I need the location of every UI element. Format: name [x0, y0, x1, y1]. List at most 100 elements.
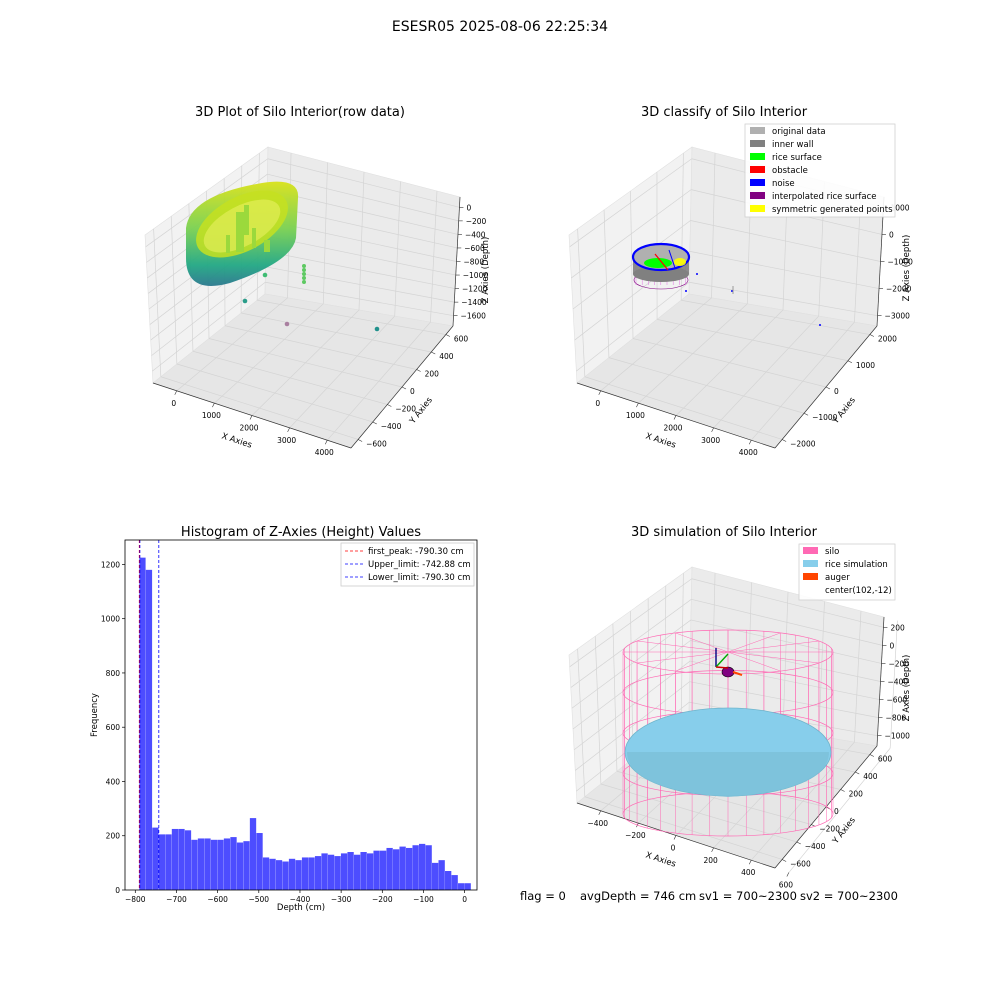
classify-z-axis-label: Z Axies (Depth) — [902, 235, 912, 302]
sim-z-tick-label: 200 — [890, 623, 905, 632]
histogram-legend-label: Upper_limit: -742.88 cm — [368, 560, 471, 570]
cls-x-tick-mark — [636, 403, 639, 408]
histogram-x-tick-label: −700 — [166, 895, 187, 904]
status-avg-depth: avgDepth = 746 cm — [580, 889, 696, 903]
status-sv2: sv2 = 700~2300 — [800, 889, 898, 903]
sim-x-tick-label: 200 — [703, 856, 718, 865]
sim-z-tick-label: −800 — [886, 714, 907, 723]
cls-x-tick-mark — [748, 440, 752, 445]
cls-z-tick-label: −1000 — [888, 258, 914, 267]
classify-legend-swatch — [750, 192, 765, 199]
histogram-y-tick-label: 600 — [106, 723, 121, 732]
sim-y-tick-label: 600 — [878, 755, 893, 764]
sim-z-grid-line — [690, 640, 881, 682]
raw-z-grid-line — [267, 189, 459, 235]
silo-wire-spoke — [727, 632, 781, 653]
histogram-y-tick-label: 1200 — [101, 560, 120, 569]
raw-z-grid-line — [152, 281, 266, 372]
histogram-x-tick-label: −600 — [207, 895, 228, 904]
sim-y-tick-mark — [855, 771, 860, 775]
histogram-bar — [269, 858, 276, 890]
histogram-legend: first_peak: -790.30 cm Upper_limit: -742.… — [340, 542, 475, 587]
panel-simulation-3d: 3D simulation of Silo Interior −400 −200 0… — [568, 525, 912, 890]
sim-z-grid-line — [572, 640, 691, 730]
simulation-legend: silo rice simulation auger center(102,-12) — [798, 543, 896, 601]
histogram-bar — [282, 861, 289, 890]
cls-z-grid-line — [689, 251, 880, 289]
sim-x-tick-mark — [598, 810, 602, 815]
sim-x-tick-label: 400 — [741, 868, 756, 877]
histogram-bar — [412, 845, 419, 890]
classify-legend: original data inner wall rice surface obsta… — [744, 123, 896, 218]
histogram-bar — [366, 853, 374, 890]
histogram-bar — [340, 853, 348, 890]
silo-wire-spoke — [727, 640, 819, 653]
simulation-3d-objects — [622, 629, 834, 837]
raw-noise-point — [262, 272, 268, 278]
cls-noise-point — [696, 273, 698, 275]
classify-3d-ticks: 0 1000 2000 3000 4000 −2000 −1000 0 1000 2000 1000… — [595, 203, 913, 457]
raw-x-tick-label: 0 — [171, 399, 176, 408]
simulation-legend-label: silo — [825, 547, 839, 557]
histogram-bar — [275, 860, 283, 890]
histogram-bar — [288, 858, 296, 890]
sim-z-grid-line — [691, 598, 883, 646]
sim-y-tick-mark — [869, 754, 874, 757]
silo-wire-spoke — [675, 651, 729, 672]
raw-outlier-point — [302, 268, 306, 272]
simulation-legend-swatch — [803, 560, 818, 567]
raw-z-tick-label: −1600 — [461, 312, 487, 321]
cls-x-tick-mark — [711, 427, 714, 432]
classify-legend-label: noise — [772, 179, 795, 189]
silo-wire-spoke — [675, 632, 729, 653]
auger-blade — [732, 671, 743, 676]
histogram-bar — [249, 818, 257, 890]
raw-x-tick-label: 1000 — [202, 411, 221, 420]
histogram-bar — [353, 854, 361, 890]
simulation-z-axis-label: Z Axies (Depth) — [902, 655, 912, 722]
histogram-bar — [445, 871, 452, 890]
histogram-bar — [458, 883, 465, 890]
histogram-bar — [236, 842, 244, 890]
histogram-bar — [405, 847, 413, 890]
raw-outlier-point — [302, 264, 306, 268]
raw-y-tick-label: −200 — [395, 404, 416, 413]
sim-x-grid-line — [788, 748, 891, 873]
histogram-y-tick-label: 800 — [106, 669, 121, 678]
histogram-bar — [197, 838, 205, 890]
raw-interior-column — [264, 240, 270, 252]
classify-y-axis-label: Y Axies — [830, 395, 858, 427]
histogram-bars — [139, 557, 471, 890]
cls-y-grid-line — [608, 357, 805, 414]
sim-y-tick-label: −200 — [819, 824, 840, 833]
histogram-bar — [386, 847, 393, 890]
sim-z-tick-label: −1000 — [885, 732, 911, 741]
histogram-x-tick-label: −400 — [290, 895, 311, 904]
raw-z-tick-label: −1000 — [463, 271, 489, 280]
classify-legend-label: interpolated rice surface — [772, 192, 877, 202]
histogram-legend-label: Lower_limit: -790.30 cm — [368, 573, 470, 583]
cls-x-tick-label: 4000 — [739, 448, 758, 457]
cls-y-grid-line — [681, 299, 870, 335]
sim-y-tick-mark — [840, 789, 845, 792]
simulation-legend-label: auger — [825, 573, 850, 583]
sim-x-grid-line — [889, 620, 898, 749]
histogram-x-tick-label: −200 — [372, 895, 393, 904]
sim-y-tick-label: 0 — [834, 807, 839, 816]
cls-y-tick-mark — [803, 412, 809, 416]
raw-y-tick-mark — [416, 369, 421, 372]
raw-z-tick-label: −200 — [466, 217, 487, 226]
auger-hub — [721, 666, 735, 678]
histogram-bar — [347, 852, 354, 890]
raw-noise-point — [374, 326, 380, 332]
histogram-bar — [425, 845, 432, 890]
histogram-bar — [392, 849, 400, 890]
cls-x-tick-label: 3000 — [701, 436, 720, 445]
histogram-bar — [321, 853, 328, 890]
cls-y-grid-line — [657, 319, 849, 362]
classify-legend-swatch — [750, 153, 765, 160]
sim-z-tick-label: 0 — [889, 641, 894, 650]
figure-title: ESESR05 2025-08-06 22:25:34 — [392, 19, 608, 35]
raw-y-tick-label: −400 — [381, 422, 402, 431]
